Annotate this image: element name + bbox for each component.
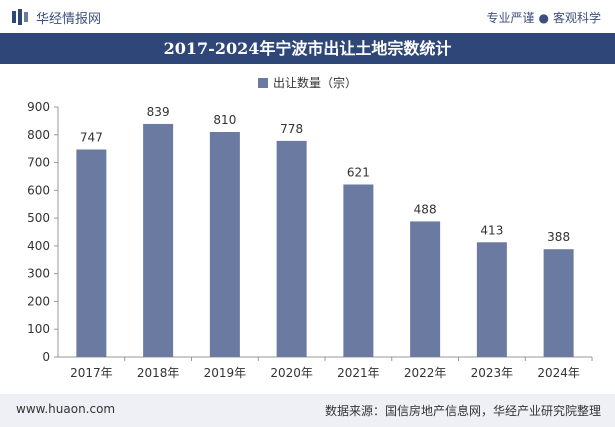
chart-title: 2017-2024年宁波市出让土地宗数统计 (0, 33, 615, 64)
bar-value-label: 621 (347, 166, 370, 180)
slogan-right: 客观科学 (552, 11, 601, 25)
bar-value-label: 388 (547, 230, 570, 244)
legend-label: 出让数量（宗） (272, 76, 357, 90)
y-tick-label: 0 (42, 350, 50, 364)
x-tick-label: 2020年 (270, 366, 313, 380)
y-tick-label: 900 (27, 100, 50, 114)
huajing-logo-icon (12, 9, 28, 25)
bar (276, 140, 307, 357)
bar-value-label: 747 (80, 131, 103, 145)
y-tick-label: 500 (27, 211, 50, 225)
x-tick-label: 2024年 (537, 366, 580, 380)
y-tick-label: 800 (27, 128, 50, 142)
y-tick-label: 200 (27, 294, 50, 308)
x-tick-label: 2018年 (137, 366, 180, 380)
bar-chart: 0 100 200 300 400 500 600 700 800 900 747 2017年 839 2… (27, 100, 593, 380)
site-name: 华经情报网 (36, 12, 102, 27)
y-tick-label: 300 (27, 267, 50, 281)
bar (343, 184, 374, 357)
x-tick-label: 2021年 (337, 366, 380, 380)
bar-value-label: 778 (280, 122, 303, 136)
bar (543, 249, 574, 357)
footer: www.huaon.com 数据来源：国信房地产信息网，华经产业研究院整理 (0, 394, 615, 427)
y-tick-label: 700 (27, 156, 50, 170)
x-tick-label: 2019年 (204, 366, 247, 380)
dot-separator-icon: ● (538, 11, 549, 25)
bar (76, 149, 107, 357)
x-tick-label: 2022年 (404, 366, 447, 380)
bar-value-label: 839 (147, 105, 170, 119)
y-tick-label: 400 (27, 239, 50, 253)
bar (143, 123, 174, 357)
footer-url: www.huaon.com (16, 402, 116, 416)
x-tick-label: 2017年 (70, 366, 113, 380)
y-tick-label: 100 (27, 322, 50, 336)
bar (476, 242, 507, 357)
slogan-left: 专业严谨 (486, 11, 535, 25)
bar-value-label: 488 (414, 202, 437, 216)
bar (209, 132, 240, 357)
top-bar: 华经情报网 专业严谨 ● 客观科学 (0, 0, 615, 33)
y-tick-label: 600 (27, 183, 50, 197)
legend-swatch (257, 78, 268, 88)
x-tick-label: 2023年 (471, 366, 514, 380)
bar-value-label: 810 (213, 113, 236, 127)
slogan: 专业严谨 ● 客观科学 (486, 9, 601, 26)
bar (410, 221, 441, 357)
footer-source: 数据来源：国信房地产信息网，华经产业研究院整理 (324, 404, 601, 418)
chart-legend: 出让数量（宗） (0, 74, 615, 91)
bar-value-label: 413 (480, 223, 503, 237)
